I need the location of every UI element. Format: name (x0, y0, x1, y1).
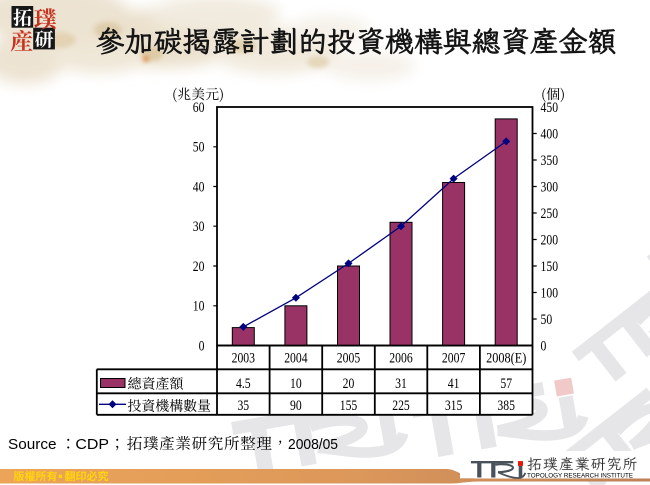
svg-text:41: 41 (448, 376, 460, 392)
svg-text:CDP: CDP (75, 436, 109, 453)
svg-text:10: 10 (290, 376, 302, 392)
svg-text:20: 20 (343, 376, 355, 392)
svg-text:50: 50 (193, 140, 205, 156)
svg-text:60: 60 (193, 100, 205, 116)
svg-text:250: 250 (541, 206, 559, 222)
svg-text:30: 30 (193, 219, 205, 235)
svg-text:2003: 2003 (232, 351, 255, 367)
svg-text:385: 385 (497, 398, 515, 414)
svg-text:90: 90 (290, 398, 302, 414)
svg-text:Source: Source (8, 436, 57, 453)
svg-text:TOPOLOGY RESEARCH INSTITUTE: TOPOLOGY RESEARCH INSTITUTE (527, 472, 633, 479)
svg-text:35: 35 (237, 398, 249, 414)
svg-text:0: 0 (199, 338, 205, 354)
svg-text:4.5: 4.5 (236, 376, 251, 392)
svg-text:450: 450 (541, 100, 559, 116)
svg-text:400: 400 (541, 126, 559, 142)
svg-text:2007: 2007 (442, 351, 465, 367)
svg-text:100: 100 (541, 285, 559, 301)
svg-text:2006: 2006 (389, 351, 412, 367)
svg-text:300: 300 (541, 179, 559, 195)
svg-text:2005: 2005 (337, 351, 360, 367)
svg-text:2004: 2004 (284, 351, 308, 367)
svg-text:0: 0 (541, 338, 547, 354)
svg-text:40: 40 (193, 179, 205, 195)
svg-text:10: 10 (193, 299, 205, 315)
svg-text:225: 225 (392, 398, 410, 414)
svg-text:200: 200 (541, 232, 559, 248)
svg-text:31: 31 (395, 376, 407, 392)
svg-text:315: 315 (445, 398, 463, 414)
svg-text:155: 155 (340, 398, 358, 414)
svg-text:20: 20 (193, 259, 205, 275)
svg-text:2008(E): 2008(E) (486, 351, 526, 367)
svg-text:57: 57 (500, 376, 512, 392)
svg-text:50: 50 (541, 312, 553, 328)
svg-text:150: 150 (541, 259, 559, 275)
svg-text:2008/05: 2008/05 (288, 436, 338, 453)
svg-text:350: 350 (541, 153, 559, 169)
